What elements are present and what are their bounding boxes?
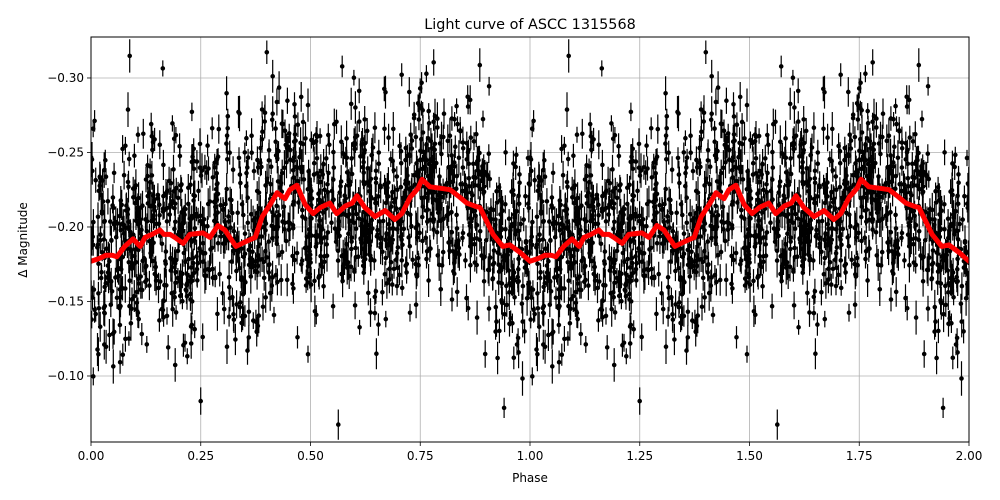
chart-title: Light curve of ASCC 1315568 [424, 17, 636, 33]
y-tick-label: −0.25 [47, 145, 84, 159]
x-tick-label: 1.50 [736, 449, 763, 463]
y-tick-label: −0.30 [47, 71, 84, 85]
plot-area [90, 36, 970, 443]
x-tick-label: 0.25 [187, 449, 214, 463]
y-axis-label: Δ Magnitude [16, 202, 30, 278]
x-tick-label: 1.00 [517, 449, 544, 463]
x-tick-label: 0.75 [407, 449, 434, 463]
y-tick-label: −0.10 [47, 369, 84, 383]
x-tick-label: 1.25 [626, 449, 653, 463]
x-tick-label: 1.75 [846, 449, 873, 463]
x-axis-label: Phase [512, 471, 548, 485]
x-tick-label: 0.00 [78, 449, 105, 463]
y-tick-label: −0.15 [47, 294, 84, 308]
x-tick-label: 2.00 [956, 449, 983, 463]
x-tick-label: 0.50 [297, 449, 324, 463]
binned-mean-curve [91, 176, 969, 264]
y-axis-ticks: −0.30 −0.25 −0.20 −0.15 −0.10 [47, 71, 91, 383]
x-axis-ticks: 0.00 0.25 0.50 0.75 1.00 1.25 1.50 1.75 2.00 [78, 442, 983, 463]
y-tick-label: −0.20 [47, 220, 84, 234]
